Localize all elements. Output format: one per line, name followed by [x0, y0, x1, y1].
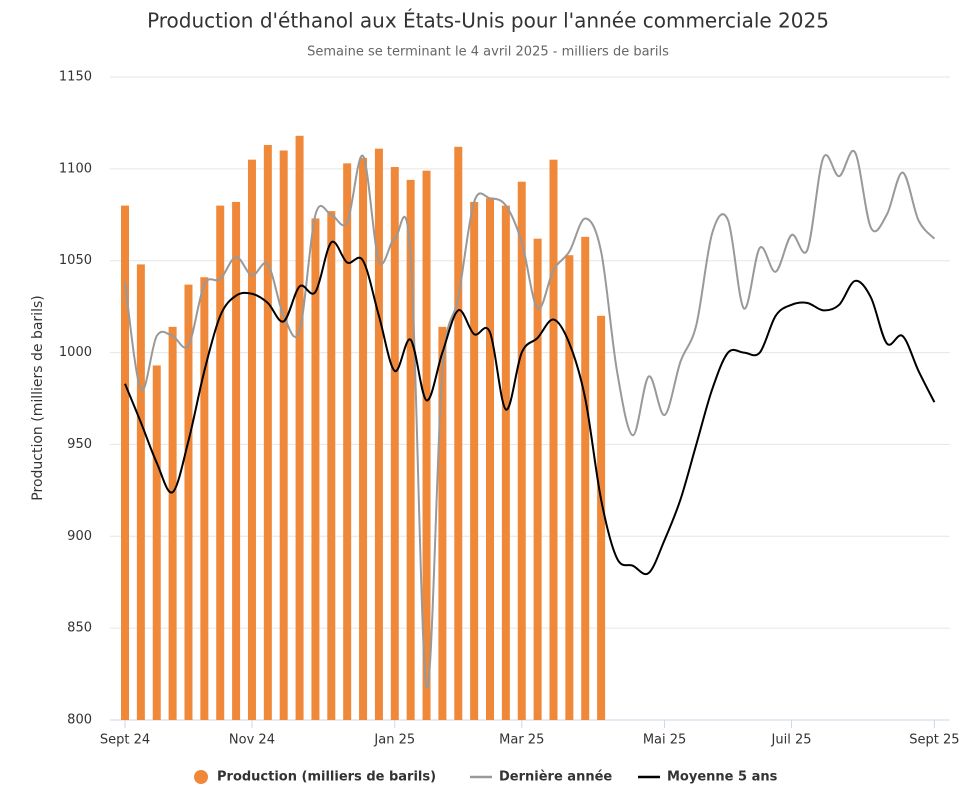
bar	[263, 144, 272, 720]
y-tick-label: 900	[67, 529, 92, 544]
line	[124, 240, 936, 576]
legend-item: Production (milliers de barils)	[194, 770, 436, 785]
bar	[517, 181, 526, 720]
y-tick-label: 800	[67, 713, 92, 728]
bar	[232, 201, 241, 720]
x-tick-label: Mar 25	[499, 733, 544, 748]
legend-label: Production (milliers de barils)	[217, 770, 436, 785]
y-axis-label: Production (milliers de barils)	[30, 295, 46, 500]
bar	[533, 238, 542, 720]
bar	[454, 146, 463, 721]
y-tick-label: 1150	[59, 70, 92, 85]
bar	[295, 135, 304, 720]
bar	[438, 326, 447, 720]
bar	[565, 255, 574, 720]
x-tick-label: Sept 25	[909, 733, 959, 748]
bar	[121, 205, 129, 721]
x-tick-label: Juil 25	[771, 733, 812, 748]
bar	[486, 198, 495, 720]
bar	[597, 315, 606, 720]
y-tick-label: 950	[67, 437, 92, 452]
bar	[359, 157, 368, 720]
x-tick-label: Sept 24	[100, 733, 150, 748]
bar	[136, 264, 145, 720]
x-tick-label: Mai 25	[643, 733, 686, 748]
bar	[422, 170, 431, 721]
chart-subtitle: Semaine se terminant le 4 avril 2025 - m…	[307, 45, 669, 60]
bar	[247, 159, 256, 720]
bar	[581, 236, 590, 720]
bar	[501, 205, 510, 721]
legend-item: Moyenne 5 ans	[638, 770, 778, 785]
legend-symbol	[194, 770, 208, 784]
bar	[279, 150, 288, 720]
bar	[470, 201, 479, 720]
x-tick-label: Jan 25	[373, 733, 415, 748]
bar	[216, 205, 225, 721]
bar	[168, 326, 177, 720]
bar	[327, 211, 336, 720]
y-tick-label: 1100	[59, 161, 92, 176]
legend-item: Dernière année	[470, 770, 612, 785]
y-tick-label: 1050	[59, 253, 92, 268]
bar	[311, 218, 320, 720]
x-tick-label: Nov 24	[229, 733, 275, 748]
y-tick-label: 1000	[59, 345, 92, 360]
legend-label: Moyenne 5 ans	[667, 770, 778, 785]
bar	[152, 365, 161, 720]
bar	[406, 179, 415, 720]
line	[124, 149, 936, 689]
bar	[343, 163, 352, 721]
bar	[374, 148, 383, 721]
bar	[184, 284, 193, 720]
y-tick-label: 850	[67, 621, 92, 636]
bar	[549, 159, 558, 720]
legend-label: Dernière année	[499, 770, 612, 785]
bar	[390, 167, 399, 720]
chart-title: Production d'éthanol aux États-Unis pour…	[147, 9, 829, 33]
bar	[200, 277, 209, 720]
